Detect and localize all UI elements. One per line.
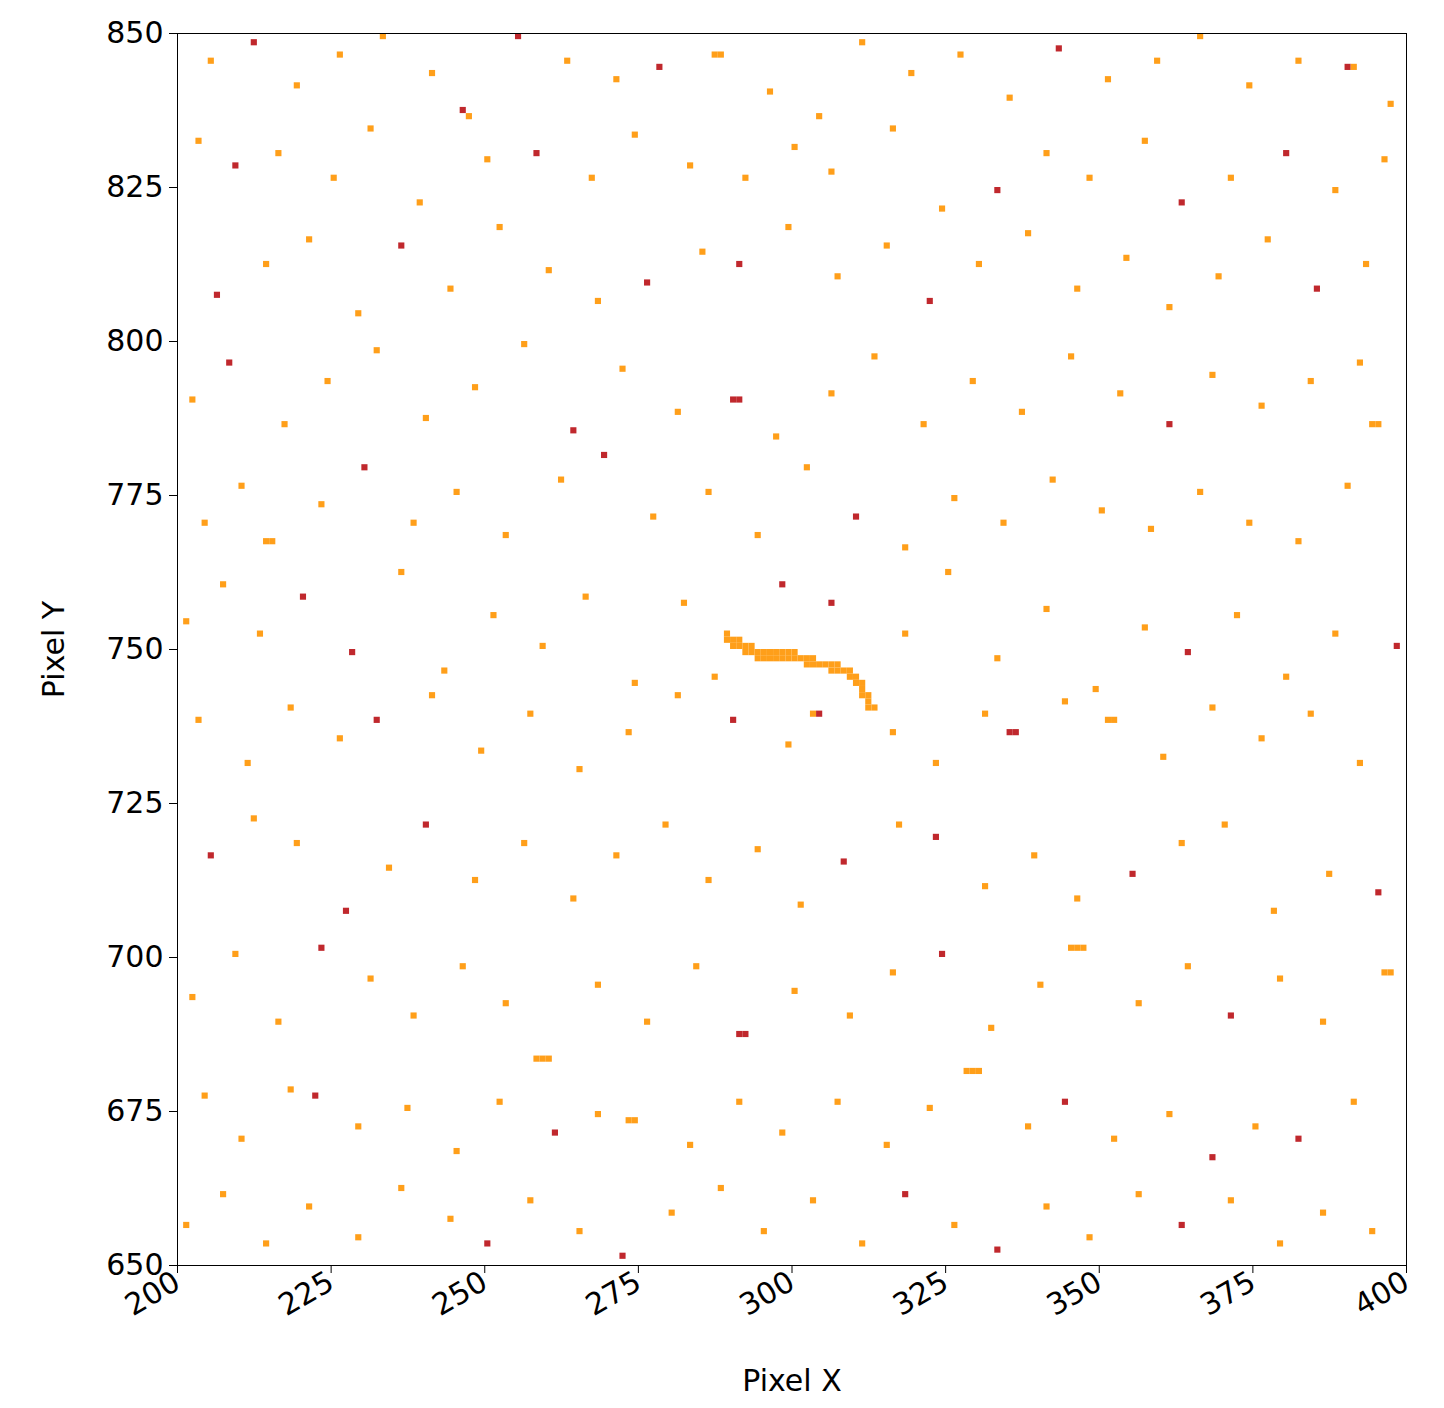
svg-text:275: 275 [580,1264,647,1323]
svg-text:800: 800 [106,323,163,358]
svg-text:850: 850 [106,15,163,50]
svg-text:200: 200 [118,1263,186,1323]
svg-text:Pixel X: Pixel X [742,1363,841,1398]
svg-text:300: 300 [733,1264,800,1323]
svg-text:725: 725 [106,785,163,820]
svg-text:825: 825 [106,169,163,204]
svg-text:700: 700 [106,939,163,974]
svg-text:375: 375 [1194,1264,1261,1323]
svg-text:650: 650 [106,1247,163,1282]
svg-text:325: 325 [887,1264,954,1323]
svg-text:675: 675 [106,1093,163,1128]
svg-text:Pixel Y: Pixel Y [36,600,71,698]
svg-text:775: 775 [106,477,163,512]
svg-text:400: 400 [1348,1264,1415,1323]
svg-text:225: 225 [272,1264,339,1323]
svg-text:750: 750 [106,631,163,666]
svg-text:350: 350 [1040,1264,1107,1323]
svg-text:250: 250 [426,1264,493,1323]
